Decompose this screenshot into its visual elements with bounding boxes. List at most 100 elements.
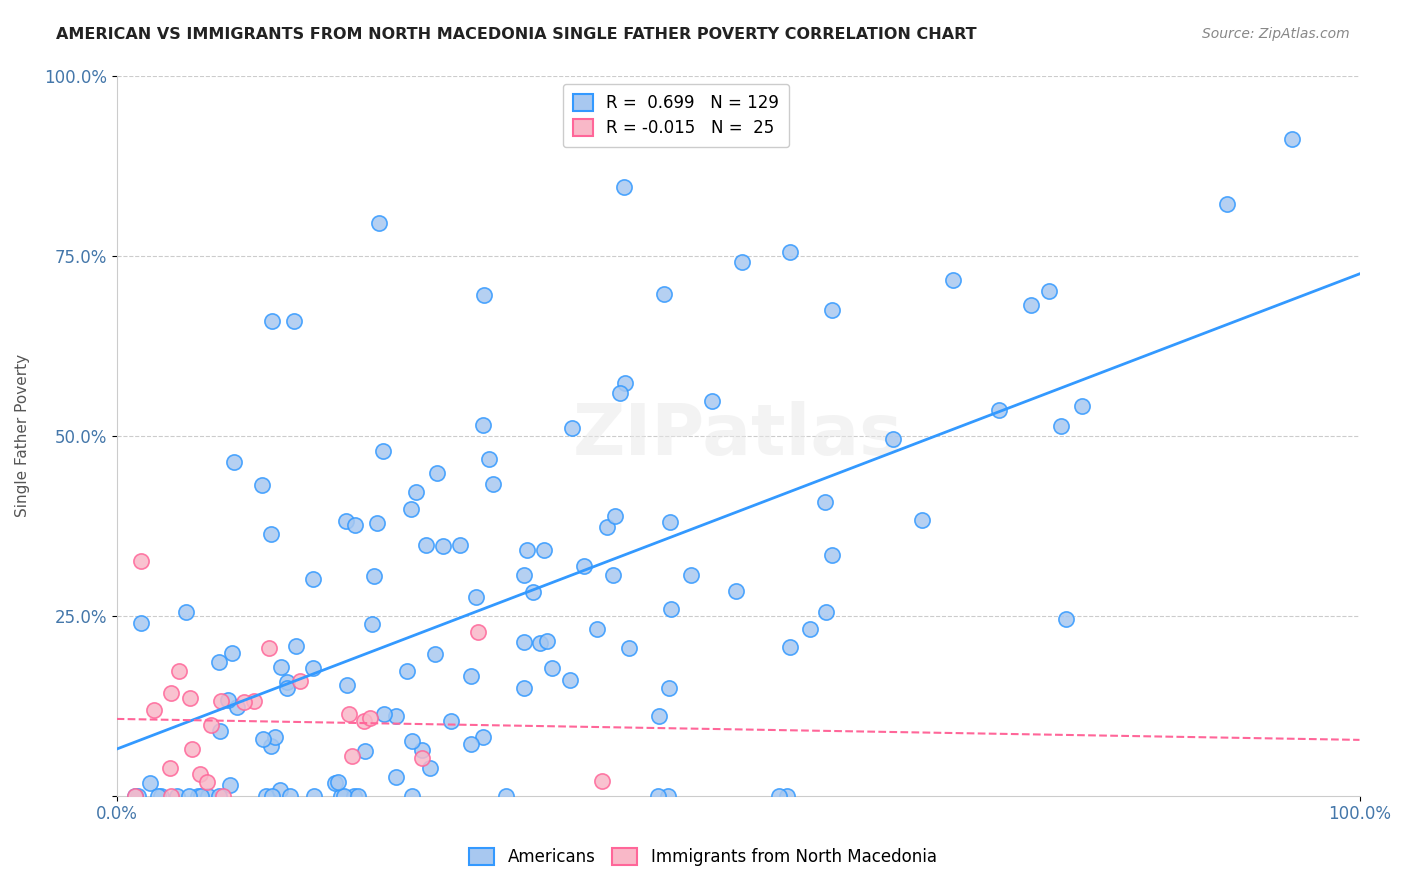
- Point: [647, 789, 669, 803]
- Point: [284, 639, 307, 653]
- Point: [252, 731, 274, 746]
- Point: [779, 244, 801, 259]
- Point: [250, 478, 273, 492]
- Point: [197, 789, 219, 803]
- Point: [260, 789, 283, 803]
- Point: [177, 789, 200, 803]
- Point: [208, 724, 231, 739]
- Point: [1281, 132, 1303, 146]
- Point: [731, 255, 754, 269]
- Point: [302, 789, 325, 803]
- Point: [658, 681, 681, 696]
- Point: [200, 718, 222, 732]
- Point: [209, 694, 232, 708]
- Point: [226, 699, 249, 714]
- Point: [585, 622, 607, 636]
- Point: [415, 538, 437, 552]
- Point: [195, 774, 218, 789]
- Point: [263, 731, 285, 745]
- Point: [609, 386, 631, 401]
- Point: [440, 714, 463, 728]
- Point: [405, 485, 427, 500]
- Point: [208, 789, 231, 803]
- Point: [1038, 284, 1060, 298]
- Point: [911, 513, 934, 527]
- Point: [219, 778, 242, 792]
- Point: [536, 634, 558, 648]
- Point: [942, 273, 965, 287]
- Text: ZIPatlas: ZIPatlas: [574, 401, 903, 470]
- Point: [652, 287, 675, 301]
- Point: [301, 572, 323, 586]
- Point: [366, 516, 388, 530]
- Point: [190, 789, 212, 803]
- Point: [1021, 298, 1043, 312]
- Point: [283, 314, 305, 328]
- Point: [681, 567, 703, 582]
- Point: [148, 789, 170, 803]
- Point: [359, 711, 381, 725]
- Point: [142, 703, 165, 717]
- Point: [242, 694, 264, 708]
- Point: [270, 660, 292, 674]
- Point: [1216, 197, 1239, 211]
- Point: [211, 789, 233, 803]
- Point: [399, 502, 422, 516]
- Point: [301, 661, 323, 675]
- Point: [513, 681, 536, 695]
- Point: [127, 789, 149, 803]
- Y-axis label: Single Father Poverty: Single Father Poverty: [15, 354, 30, 517]
- Point: [124, 789, 146, 803]
- Point: [333, 789, 356, 803]
- Point: [129, 615, 152, 630]
- Point: [614, 376, 637, 390]
- Point: [167, 664, 190, 678]
- Point: [432, 539, 454, 553]
- Point: [260, 739, 283, 754]
- Point: [353, 714, 375, 728]
- Point: [288, 674, 311, 689]
- Point: [276, 681, 298, 695]
- Text: Source: ZipAtlas.com: Source: ZipAtlas.com: [1202, 27, 1350, 41]
- Text: AMERICAN VS IMMIGRANTS FROM NORTH MACEDONIA SINGLE FATHER POVERTY CORRELATION CH: AMERICAN VS IMMIGRANTS FROM NORTH MACEDO…: [56, 27, 977, 42]
- Point: [572, 559, 595, 574]
- Point: [254, 789, 277, 803]
- Point: [384, 708, 406, 723]
- Point: [411, 751, 433, 765]
- Point: [260, 527, 283, 541]
- Point: [814, 495, 837, 509]
- Point: [619, 640, 641, 655]
- Point: [724, 584, 747, 599]
- Point: [1071, 399, 1094, 413]
- Point: [401, 734, 423, 748]
- Point: [344, 518, 367, 533]
- Point: [343, 789, 366, 803]
- Point: [602, 567, 624, 582]
- Point: [336, 678, 359, 692]
- Point: [472, 730, 495, 744]
- Point: [605, 508, 627, 523]
- Point: [208, 656, 231, 670]
- Point: [269, 783, 291, 797]
- Point: [799, 622, 821, 636]
- Point: [326, 774, 349, 789]
- Point: [529, 635, 551, 649]
- Point: [368, 216, 391, 230]
- Point: [395, 664, 418, 678]
- Point: [464, 590, 486, 604]
- Legend: R =  0.699   N = 129, R = -0.015   N =  25: R = 0.699 N = 129, R = -0.015 N = 25: [562, 84, 789, 147]
- Point: [467, 625, 489, 640]
- Point: [335, 514, 357, 528]
- Point: [159, 761, 181, 775]
- Point: [513, 568, 536, 582]
- Point: [159, 686, 181, 700]
- Point: [401, 789, 423, 803]
- Point: [353, 744, 375, 758]
- Point: [513, 635, 536, 649]
- Point: [363, 569, 385, 583]
- Point: [337, 707, 360, 722]
- Point: [613, 180, 636, 194]
- Point: [139, 776, 162, 790]
- Point: [124, 789, 146, 803]
- Point: [340, 749, 363, 764]
